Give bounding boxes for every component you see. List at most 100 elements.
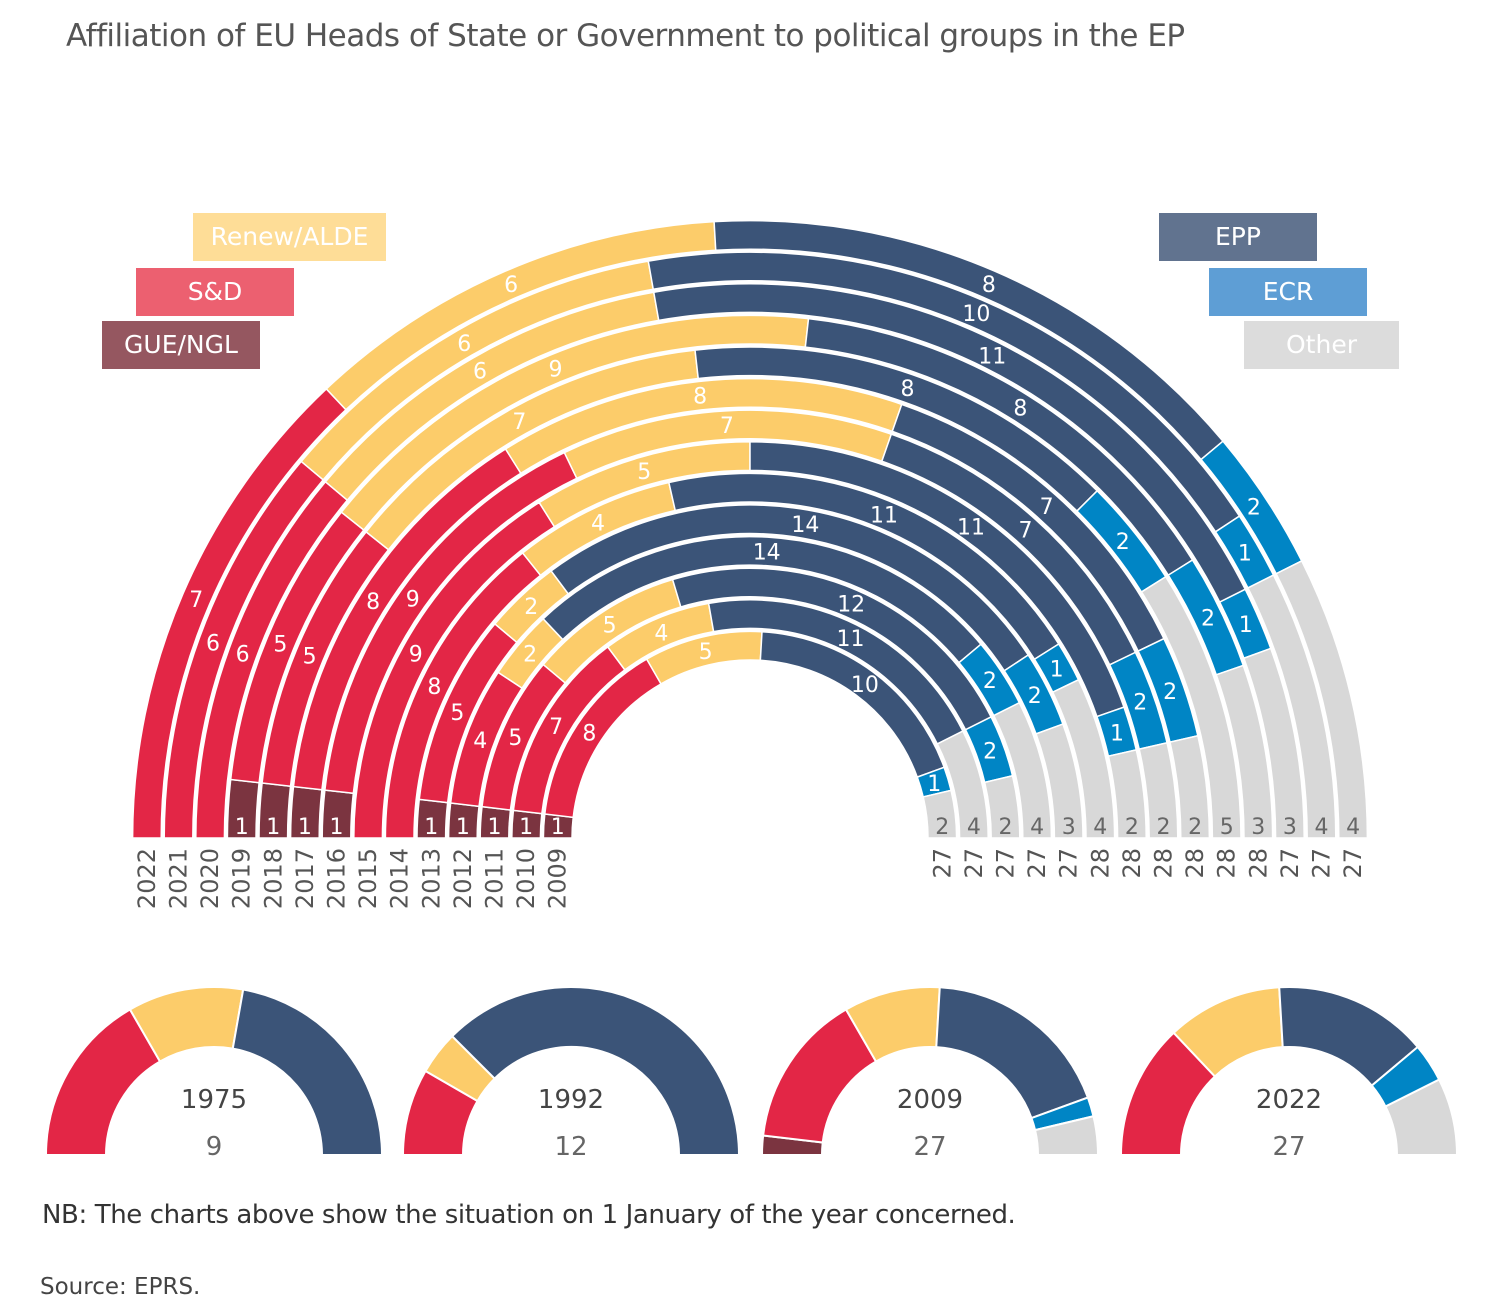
chart-title: Affiliation of EU Heads of State or Gove… <box>66 18 1185 54</box>
segment-other-2013 <box>1035 723 1084 839</box>
value-label-sd-2009: 8 <box>582 721 596 746</box>
value-label-renew-2018: 7 <box>512 410 526 435</box>
value-label-epp-2012: 14 <box>753 540 781 565</box>
small-segment-epp-1975 <box>231 988 384 1156</box>
segment-other-2011 <box>983 774 1021 839</box>
year-label-2013: 2013 <box>417 848 445 909</box>
segment-other-2019 <box>1215 664 1274 839</box>
total-label-2009: 27 <box>928 848 956 879</box>
value-label-sd-2016: 9 <box>406 588 420 613</box>
year-label-2016: 2016 <box>323 848 351 909</box>
year-label-2019: 2019 <box>228 848 256 909</box>
value-label-epp-2016: 7 <box>1019 519 1033 544</box>
year-label-2015: 2015 <box>354 848 382 909</box>
value-label-ecr-2022: 2 <box>1247 496 1261 521</box>
value-label-sd-2015: 9 <box>409 642 423 667</box>
small-chart-year-2009: 2009 <box>897 1085 963 1115</box>
value-label-gue-2012: 1 <box>456 815 470 840</box>
value-label-ecr-2021: 1 <box>1238 541 1252 566</box>
value-label-epp-2019: 8 <box>1013 397 1027 422</box>
value-label-epp-2013: 14 <box>791 513 819 538</box>
value-label-renew-2010: 4 <box>654 621 668 646</box>
total-label-2016: 28 <box>1150 848 1178 879</box>
segment-other-2022 <box>1275 559 1369 839</box>
value-label-renew-2020: 6 <box>473 359 487 384</box>
legend-ecr: ECR <box>1209 268 1367 316</box>
year-label-2014: 2014 <box>386 848 414 909</box>
segment-other-2017 <box>1169 734 1211 839</box>
year-label-2021: 2021 <box>165 848 193 909</box>
value-label-other-2019: 3 <box>1251 815 1265 840</box>
value-label-other-2012: 4 <box>1030 815 1044 840</box>
value-label-ecr-2016: 2 <box>1133 690 1147 715</box>
total-label-2021: 27 <box>1308 848 1336 879</box>
value-label-sd-2020: 6 <box>236 642 250 667</box>
small-chart-year-1992: 1992 <box>538 1085 604 1115</box>
value-label-ecr-2013: 2 <box>1028 684 1042 709</box>
value-label-sd-2012: 4 <box>473 729 487 754</box>
small-chart-year-2022: 2022 <box>1256 1085 1322 1115</box>
legend-gue: GUE/NGL <box>102 321 260 369</box>
value-label-epp-2022: 8 <box>982 273 996 298</box>
value-label-other-2013: 3 <box>1062 815 1076 840</box>
value-label-renew-2016: 7 <box>720 414 734 439</box>
year-label-2020: 2020 <box>196 848 224 909</box>
year-label-2011: 2011 <box>481 848 509 909</box>
value-label-gue-2011: 1 <box>488 815 502 840</box>
value-label-sd-2014: 8 <box>427 675 441 700</box>
value-label-sd-2010: 7 <box>549 715 563 740</box>
value-label-other-2015: 2 <box>1125 815 1139 840</box>
value-label-ecr-2009: 1 <box>927 772 941 797</box>
segment-other-2016 <box>1138 741 1179 839</box>
value-label-epp-2017: 7 <box>1040 495 1054 520</box>
value-label-other-2009: 2 <box>935 815 949 840</box>
value-label-other-2020: 3 <box>1283 815 1297 840</box>
total-label-2015: 28 <box>1118 848 1146 879</box>
small-chart-total-2009: 27 <box>913 1132 946 1162</box>
value-label-ecr-2011: 2 <box>983 740 997 765</box>
year-label-2012: 2012 <box>449 848 477 909</box>
year-label-2022: 2022 <box>133 848 161 909</box>
value-label-renew-2021: 6 <box>457 332 471 357</box>
value-label-ecr-2018: 2 <box>1116 530 1130 555</box>
value-label-epp-2021: 10 <box>962 302 990 327</box>
value-label-sd-2017: 8 <box>366 590 380 615</box>
value-label-other-2010: 4 <box>967 815 981 840</box>
total-label-2018: 28 <box>1213 848 1241 879</box>
value-label-epp-2018: 8 <box>900 377 914 402</box>
value-label-renew-2017: 8 <box>693 385 707 410</box>
segment-other-2012 <box>992 701 1053 839</box>
segment-other-2015 <box>1107 748 1147 839</box>
small-chart-total-2022: 27 <box>1272 1132 1305 1162</box>
year-label-2017: 2017 <box>291 848 319 909</box>
value-label-renew-2015: 5 <box>637 460 651 485</box>
value-label-ecr-2012: 2 <box>983 669 997 694</box>
small-segment-other-2022 <box>1384 1078 1459 1156</box>
value-label-epp-2015: 11 <box>957 516 985 541</box>
segment-other-2018 <box>1140 575 1242 839</box>
value-label-sd-2019: 5 <box>273 632 287 657</box>
legend-renew: Renew/ALDE <box>193 213 386 261</box>
segment-other-2010 <box>936 730 989 839</box>
small-chart-year-1975: 1975 <box>181 1085 247 1115</box>
total-label-2017: 28 <box>1181 848 1209 879</box>
value-label-other-2016: 2 <box>1157 815 1171 840</box>
total-label-2019: 28 <box>1244 848 1272 879</box>
value-label-gue-2017: 1 <box>298 815 312 840</box>
value-label-epp-2011: 12 <box>837 592 865 617</box>
value-label-ecr-2017: 2 <box>1163 680 1177 705</box>
value-label-other-2022: 4 <box>1346 815 1360 840</box>
legend-epp: EPP <box>1159 213 1317 261</box>
value-label-other-2017: 2 <box>1188 815 1202 840</box>
segment-other-2009 <box>922 789 958 839</box>
value-label-renew-2012: 2 <box>523 642 537 667</box>
value-label-ecr-2015: 1 <box>1110 721 1124 746</box>
value-label-renew-2009: 5 <box>699 640 713 665</box>
value-label-ecr-2019: 2 <box>1201 606 1215 631</box>
value-label-epp-2010: 11 <box>836 627 864 652</box>
segment-other-2014 <box>1051 678 1116 839</box>
value-label-sd-2013: 5 <box>450 701 464 726</box>
value-label-gue-2018: 1 <box>266 815 280 840</box>
year-label-2010: 2010 <box>512 848 540 909</box>
